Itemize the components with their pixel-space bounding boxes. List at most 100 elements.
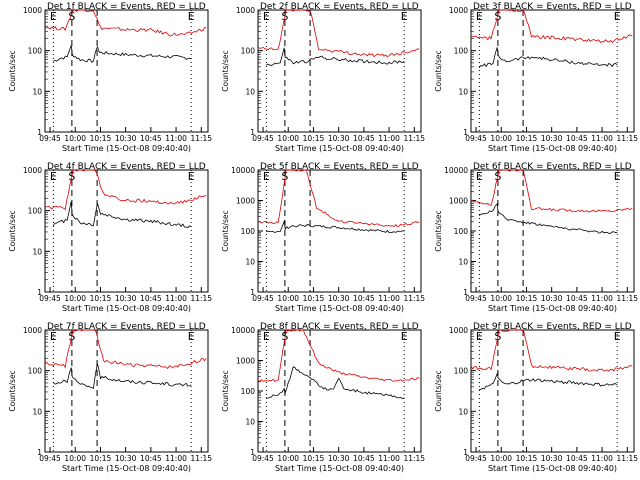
x-tick-label: 10:00 xyxy=(490,134,512,143)
x-tick-label: 10:15 xyxy=(516,454,538,463)
x-tick-label: 11:00 xyxy=(378,134,400,143)
y-tick-label: 10000 xyxy=(231,326,255,335)
y-tick-label: 10 xyxy=(32,247,42,256)
events-series xyxy=(266,219,405,234)
panel-title: Det 7f BLACK = Events, RED = LLD xyxy=(47,322,206,332)
x-tick-label: 10:15 xyxy=(90,454,112,463)
x-tick-label: 09:45 xyxy=(252,454,274,463)
x-tick-label: 09:45 xyxy=(465,134,487,143)
panel-title: Det 6f BLACK = Events, RED = LLD xyxy=(473,162,632,172)
y-axis-label: Counts/sec xyxy=(221,50,230,91)
plot-frame xyxy=(44,329,209,453)
detector-panel-5: Det 5f BLACK = Events, RED = LLD 1 10 100 10… xyxy=(221,162,425,313)
x-tick-label: 11:00 xyxy=(591,454,613,463)
events-series xyxy=(265,366,405,400)
lld-series xyxy=(257,9,420,58)
panel-title: Det 3f BLACK = Events, RED = LLD xyxy=(473,2,632,12)
y-tick-label: 10 xyxy=(458,87,468,96)
y-tick-label: 100 xyxy=(454,227,469,236)
x-tick-label: 10:15 xyxy=(90,134,112,143)
x-axis-label: Start Time (15-Oct-08 09:40:40) xyxy=(275,464,404,473)
x-tick-label: 10:45 xyxy=(140,294,162,303)
y-tick-label: 100 xyxy=(28,367,43,376)
y-tick-label: 1 xyxy=(463,128,468,137)
marker-label: E xyxy=(188,170,195,183)
x-tick-label: 11:15 xyxy=(616,294,638,303)
events-series xyxy=(478,47,618,68)
x-axis-label: Start Time (15-Oct-08 09:40:40) xyxy=(488,144,617,153)
detector-panel-3: Det 3f BLACK = Events, RED = LLD 1 10 100 10… xyxy=(434,2,638,153)
marker-label: E xyxy=(476,10,483,23)
y-tick-label: 1 xyxy=(37,128,42,137)
events-series xyxy=(52,363,192,390)
x-tick-label: 10:15 xyxy=(516,294,538,303)
y-tick-label: 10000 xyxy=(444,166,468,175)
y-tick-label: 10 xyxy=(458,258,468,267)
marker-label: E xyxy=(614,330,621,343)
y-tick-label: 10 xyxy=(458,407,468,416)
marker-label: E xyxy=(401,330,408,343)
marker-label: E xyxy=(263,10,270,23)
x-axis-label: Start Time (15-Oct-08 09:40:40) xyxy=(488,464,617,473)
x-tick-label: 09:45 xyxy=(252,134,274,143)
y-axis-label: Counts/sec xyxy=(8,50,17,91)
lld-series xyxy=(44,329,207,370)
x-tick-label: 11:15 xyxy=(190,454,212,463)
x-axis-label: Start Time (15-Oct-08 09:40:40) xyxy=(488,304,617,313)
x-tick-label: 10:45 xyxy=(140,134,162,143)
x-tick-label: 10:00 xyxy=(490,294,512,303)
x-axis-label: Start Time (15-Oct-08 09:40:40) xyxy=(275,144,404,153)
x-tick-label: 10:00 xyxy=(64,134,86,143)
y-tick-label: 100 xyxy=(241,47,256,56)
y-tick-label: 1 xyxy=(250,128,255,137)
y-tick-label: 1 xyxy=(37,288,42,297)
marker-label: E xyxy=(476,170,483,183)
x-tick-label: 10:45 xyxy=(353,454,375,463)
events-series xyxy=(52,45,192,63)
x-tick-label: 10:00 xyxy=(277,454,299,463)
y-tick-label: 1000 xyxy=(449,197,468,206)
x-tick-label: 10:00 xyxy=(277,134,299,143)
marker-label: E xyxy=(614,170,621,183)
y-tick-label: 100 xyxy=(454,367,469,376)
x-tick-label: 11:15 xyxy=(403,294,425,303)
x-tick-label: 10:30 xyxy=(115,134,137,143)
x-tick-label: 11:15 xyxy=(616,454,638,463)
marker-label: E xyxy=(50,170,57,183)
y-tick-label: 1000 xyxy=(23,166,42,175)
x-tick-label: 09:45 xyxy=(252,294,274,303)
y-tick-label: 10 xyxy=(32,407,42,416)
x-tick-label: 11:00 xyxy=(378,294,400,303)
x-tick-label: 11:00 xyxy=(165,454,187,463)
detector-panel-4: Det 4f BLACK = Events, RED = LLD 1 10 100 10… xyxy=(8,162,212,313)
lld-series xyxy=(257,329,420,382)
x-tick-label: 10:30 xyxy=(328,454,350,463)
marker-label: E xyxy=(188,330,195,343)
y-tick-label: 100 xyxy=(28,47,43,56)
y-tick-label: 1 xyxy=(250,288,255,297)
plot-frame xyxy=(257,169,422,293)
y-tick-label: 1 xyxy=(463,288,468,297)
y-axis-label: Counts/sec xyxy=(434,370,443,411)
y-axis-label: Counts/sec xyxy=(434,210,443,251)
y-tick-label: 1000 xyxy=(236,357,255,366)
x-tick-label: 10:30 xyxy=(115,294,137,303)
x-tick-label: 11:15 xyxy=(403,134,425,143)
y-tick-label: 1000 xyxy=(23,326,42,335)
lld-series xyxy=(470,329,633,372)
panel-title: Det 5f BLACK = Events, RED = LLD xyxy=(260,162,419,172)
y-tick-label: 10 xyxy=(32,87,42,96)
x-tick-label: 09:45 xyxy=(39,454,61,463)
x-tick-label: 10:30 xyxy=(328,294,350,303)
x-tick-label: 10:30 xyxy=(115,454,137,463)
lld-series xyxy=(470,9,633,44)
y-tick-label: 1000 xyxy=(449,326,468,335)
x-axis-label: Start Time (15-Oct-08 09:40:40) xyxy=(62,464,191,473)
x-tick-label: 11:15 xyxy=(403,454,425,463)
x-tick-label: 10:45 xyxy=(566,134,588,143)
y-tick-label: 100 xyxy=(28,207,43,216)
y-tick-label: 100 xyxy=(241,387,256,396)
marker-label: E xyxy=(263,170,270,183)
y-tick-label: 10000 xyxy=(231,166,255,175)
y-tick-label: 1 xyxy=(250,448,255,457)
